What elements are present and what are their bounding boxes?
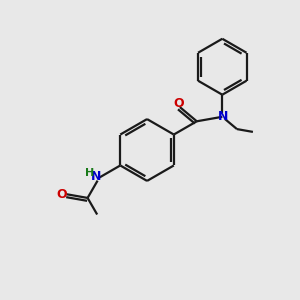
- Text: O: O: [56, 188, 67, 201]
- Text: N: N: [218, 110, 228, 123]
- Text: H: H: [85, 168, 94, 178]
- Text: O: O: [173, 97, 184, 110]
- Text: N: N: [91, 170, 102, 183]
